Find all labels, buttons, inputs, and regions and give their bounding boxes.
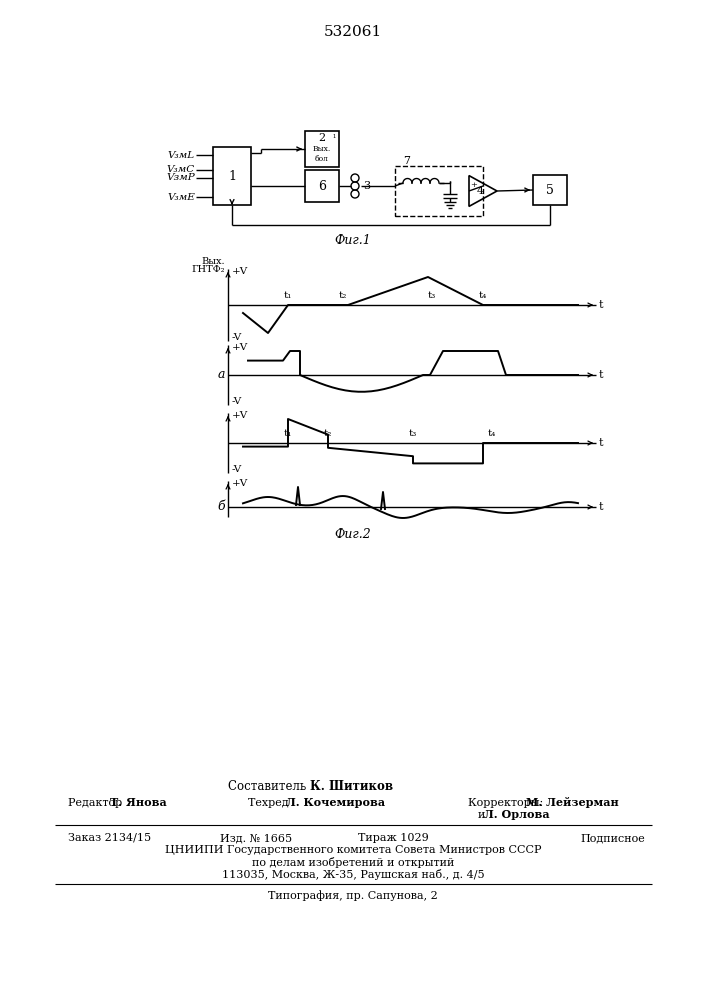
Text: VзмР: VзмР <box>166 174 195 182</box>
Text: Техред: Техред <box>248 798 292 808</box>
Text: Подписное: Подписное <box>580 833 645 843</box>
Text: 4: 4 <box>477 186 484 196</box>
Text: ЦНИИПИ Государственного комитета Совета Министров СССР: ЦНИИПИ Государственного комитета Совета … <box>165 845 542 855</box>
Text: Типография, пр. Сапунова, 2: Типография, пр. Сапунова, 2 <box>268 891 438 901</box>
Text: 5: 5 <box>546 184 554 196</box>
Text: t: t <box>599 502 603 512</box>
Text: 2: 2 <box>318 133 325 143</box>
Text: Вых.: Вых. <box>313 145 331 153</box>
Text: и: и <box>478 810 489 820</box>
Text: +V: +V <box>232 267 248 276</box>
Text: Вых.: Вых. <box>201 256 225 265</box>
Text: Фиг.1: Фиг.1 <box>334 233 371 246</box>
Text: V₃мE: V₃мE <box>167 192 195 202</box>
Text: t₁: t₁ <box>284 291 292 300</box>
Bar <box>305 131 339 167</box>
Text: t: t <box>599 370 603 380</box>
Text: t₁: t₁ <box>284 429 292 438</box>
Text: 3: 3 <box>363 181 370 191</box>
Text: Тираж 1029: Тираж 1029 <box>358 833 428 843</box>
Text: Л. Орлова: Л. Орлова <box>484 810 549 820</box>
Text: t: t <box>599 438 603 448</box>
Text: +: + <box>469 181 477 189</box>
Text: t₄: t₄ <box>488 429 496 438</box>
Text: Т. Янова: Т. Янова <box>110 798 167 808</box>
Bar <box>305 170 339 202</box>
Text: V₃мC: V₃мC <box>167 165 195 174</box>
Text: t: t <box>599 300 603 310</box>
Text: +V: +V <box>232 412 248 420</box>
Text: Составитель: Составитель <box>228 780 310 794</box>
Text: +V: +V <box>232 344 248 353</box>
Text: ₁: ₁ <box>332 132 336 140</box>
Text: t₃: t₃ <box>409 429 417 438</box>
Text: t₂: t₂ <box>324 429 332 438</box>
Text: -V: -V <box>232 466 243 475</box>
Text: бол: бол <box>315 155 329 163</box>
Text: -V: -V <box>232 397 243 406</box>
Text: -V: -V <box>232 332 243 342</box>
Text: а: а <box>218 368 225 381</box>
Text: +V: +V <box>232 480 248 488</box>
Text: 532061: 532061 <box>324 25 382 39</box>
Text: V₃мL: V₃мL <box>168 150 195 159</box>
Text: 1: 1 <box>228 169 236 182</box>
Text: Л. Кочемирова: Л. Кочемирова <box>286 798 385 808</box>
Bar <box>213 147 251 205</box>
Text: б: б <box>217 500 225 514</box>
Text: 6: 6 <box>318 180 326 192</box>
Text: Фиг.2: Фиг.2 <box>334 528 371 540</box>
Bar <box>533 175 567 205</box>
Bar <box>395 166 483 216</box>
Text: К. Шитиков: К. Шитиков <box>310 780 393 794</box>
Text: Редактор: Редактор <box>68 798 126 808</box>
Text: 7: 7 <box>403 156 410 166</box>
Text: t₄: t₄ <box>479 291 487 300</box>
Text: 113035, Москва, Ж-35, Раушская наб., д. 4/5: 113035, Москва, Ж-35, Раушская наб., д. … <box>222 868 484 880</box>
Text: по делам изобретений и открытий: по делам изобретений и открытий <box>252 856 454 867</box>
Text: Корректоры:: Корректоры: <box>468 798 547 808</box>
Text: Изд. № 1665: Изд. № 1665 <box>220 833 292 843</box>
Text: Заказ 2134/15: Заказ 2134/15 <box>68 833 151 843</box>
Text: ГНТФ₂: ГНТФ₂ <box>192 265 225 274</box>
Text: t₃: t₃ <box>428 291 436 300</box>
Text: t₂: t₂ <box>339 291 347 300</box>
Text: М. Лейзерман: М. Лейзерман <box>526 798 619 808</box>
